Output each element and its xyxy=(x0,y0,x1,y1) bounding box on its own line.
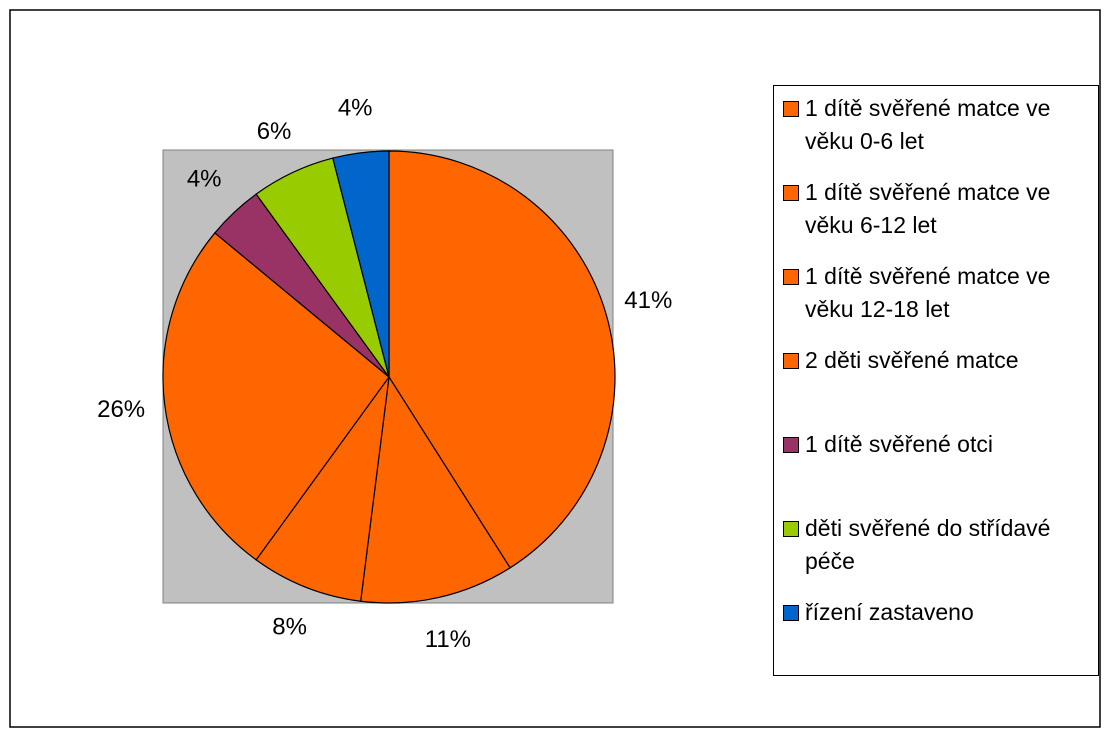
pie-slice xyxy=(162,232,390,561)
data-label: 8% xyxy=(272,613,307,640)
legend-entry: 2 děti svěřené matce xyxy=(783,344,1093,377)
data-label: 4% xyxy=(338,94,373,121)
data-label: 41% xyxy=(624,287,672,314)
legend-label: 1 dítě svěřené matce ve věku 0-6 let xyxy=(805,95,1051,154)
pie-slice xyxy=(388,150,616,569)
legend-key xyxy=(783,605,799,621)
legend-key xyxy=(783,521,799,537)
legend-entry: 1 dítě svěřené matce ve věku 0-6 let xyxy=(783,92,1093,158)
legend-label: 1 dítě svěřené matce ve věku 12-18 let xyxy=(805,263,1051,322)
pie-slice xyxy=(332,150,390,378)
legend-key xyxy=(783,269,799,285)
legend-key xyxy=(783,437,799,453)
legend-label: 1 dítě svěřené otci xyxy=(805,431,993,457)
pie-slice xyxy=(255,376,390,602)
legend-label: děti svěřené do střídavé péče xyxy=(805,515,1051,574)
legend-label: 1 dítě svěřené matce ve věku 6-12 let xyxy=(805,179,1051,238)
legend-entry: 1 dítě svěřené matce ve věku 12-18 let xyxy=(783,260,1093,326)
legend-key xyxy=(783,185,799,201)
data-label: 26% xyxy=(97,396,145,423)
pie-slice xyxy=(360,375,511,604)
data-label: 11% xyxy=(425,626,471,653)
legend-label: 2 děti svěřené matce xyxy=(805,347,1019,373)
legend-key xyxy=(783,353,799,369)
legend: 1 dítě svěřené matce ve věku 0-6 let 1 dí… xyxy=(773,85,1099,676)
legend-label: řízení zastaveno xyxy=(805,599,974,625)
data-label: 4% xyxy=(187,166,222,193)
legend-key xyxy=(783,101,799,117)
data-label: 6% xyxy=(257,118,292,145)
legend-entry: řízení zastaveno xyxy=(783,596,1093,629)
legend-entry: 1 dítě svěřené matce ve věku 6-12 let xyxy=(783,176,1093,242)
legend-entry: 1 dítě svěřené otci xyxy=(783,428,1093,461)
legend-entry: děti svěřené do střídavé péče xyxy=(783,512,1093,578)
